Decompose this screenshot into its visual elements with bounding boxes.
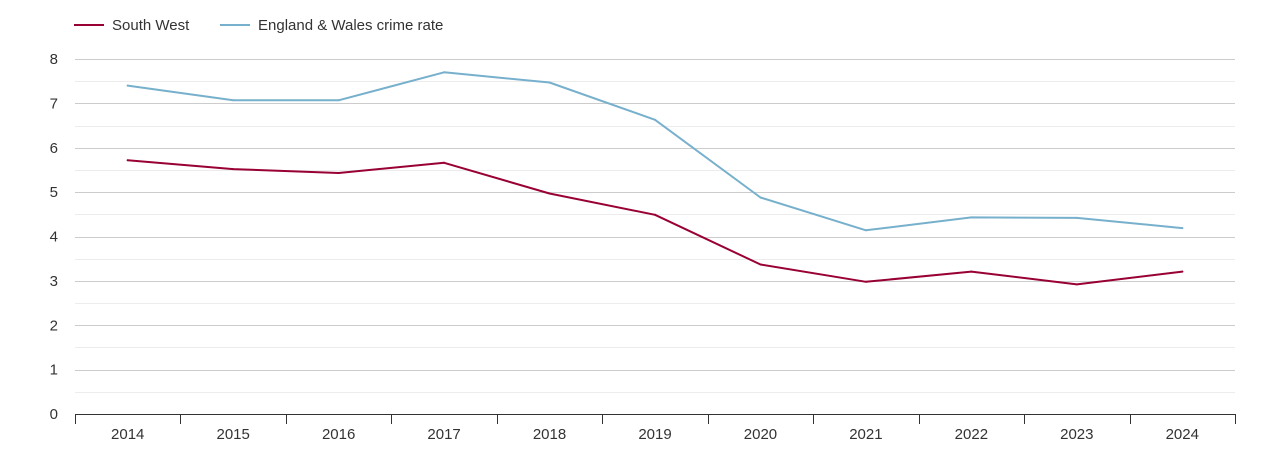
x-tick-label: 2014 [111,426,144,443]
y-tick-label: 2 [50,317,58,334]
data-point-south-west[interactable] [337,172,340,174]
series-layer [126,71,1184,286]
x-tick-label: 2018 [533,426,566,443]
legend-item-england-wales[interactable]: England & Wales crime rate [220,17,443,34]
series-south-west [126,159,1184,286]
x-tick-label: 2015 [216,426,249,443]
data-point-south-west[interactable] [1075,283,1078,286]
data-point-south-west[interactable] [970,270,973,273]
x-tick-label: 2020 [744,426,777,443]
data-point-england-wales-crime-rate[interactable] [443,71,446,74]
data-point-south-west[interactable] [759,263,762,266]
data-point-england-wales-crime-rate[interactable] [970,216,973,219]
y-axis: 0 1 2 3 4 5 6 7 8 [50,51,58,423]
data-point-england-wales-crime-rate[interactable] [548,81,551,84]
series-line-south-west[interactable] [126,159,1184,286]
x-tick-label: 2023 [1060,426,1093,443]
x-tick-label: 2021 [849,426,882,443]
y-tick-label: 4 [50,229,58,246]
data-point-england-wales-crime-rate[interactable] [126,84,129,87]
data-point-england-wales-crime-rate[interactable] [232,99,235,102]
x-tick-label: 2016 [322,426,355,443]
y-tick-label: 1 [50,362,58,379]
legend-label-south-west: South West [112,17,190,34]
data-point-england-wales-crime-rate[interactable] [337,99,340,102]
data-point-south-west[interactable] [548,192,551,195]
y-tick-label: 7 [50,95,58,112]
x-axis: 2014 2015 2016 2017 2018 2019 2020 2021 2022 2023… [75,414,1236,443]
legend: South West England & Wales crime rate [74,17,443,34]
data-point-south-west[interactable] [232,168,235,171]
y-tick-label: 0 [50,406,58,423]
x-tick-label: 2017 [427,426,460,443]
data-point-england-wales-crime-rate[interactable] [1181,227,1184,230]
y-tick-label: 5 [50,184,58,201]
data-point-south-west[interactable] [654,213,656,216]
legend-item-south-west[interactable]: South West [74,17,190,34]
data-point-south-west[interactable] [443,161,446,164]
data-point-england-wales-crime-rate[interactable] [864,229,867,232]
x-tick-label: 2024 [1166,426,1199,443]
y-tick-label: 8 [50,51,58,68]
data-point-south-west[interactable] [126,159,129,162]
data-point-england-wales-crime-rate[interactable] [759,196,762,199]
series-england-wales-crime-rate [126,71,1184,232]
data-point-south-west[interactable] [864,280,867,283]
y-tick-label: 6 [50,140,58,157]
x-tick-label: 2019 [638,426,671,443]
legend-label-england-wales: England & Wales crime rate [258,17,443,34]
data-point-england-wales-crime-rate[interactable] [1075,216,1078,219]
grid [75,59,1235,393]
series-line-england-wales-crime-rate[interactable] [126,71,1184,232]
data-point-south-west[interactable] [1181,270,1184,273]
x-tick-label: 2022 [955,426,988,443]
y-tick-label: 3 [50,273,58,290]
data-point-england-wales-crime-rate[interactable] [654,118,656,121]
